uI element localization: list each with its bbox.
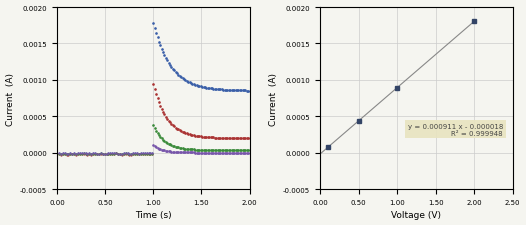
X-axis label: Time (s): Time (s) [135,211,171,219]
Y-axis label: Current  (A): Current (A) [6,72,15,125]
Y-axis label: Current  (A): Current (A) [269,72,278,125]
Text: y = 0.000911 x - 0.000018
R² = 0.999948: y = 0.000911 x - 0.000018 R² = 0.999948 [408,123,503,136]
X-axis label: Voltage (V): Voltage (V) [391,211,441,219]
